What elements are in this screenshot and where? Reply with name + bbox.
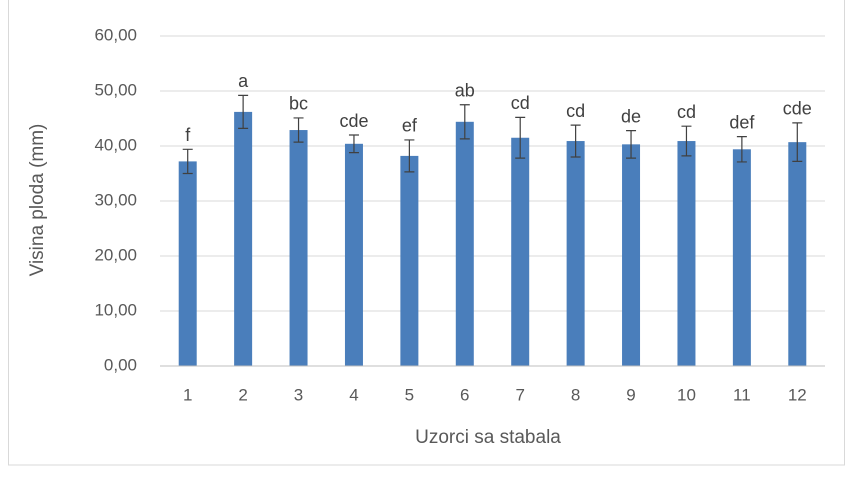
x-tick-label: 7 xyxy=(515,385,524,404)
x-tick-label: 5 xyxy=(405,385,414,404)
error-bar xyxy=(515,116,526,159)
annotation: cd xyxy=(511,93,530,113)
bar xyxy=(234,111,253,367)
error-bar xyxy=(238,94,249,129)
x-tick-label: 11 xyxy=(733,385,751,404)
x-tick-label: 2 xyxy=(238,385,247,404)
error-bar xyxy=(792,122,803,162)
y-tick-label: 10,00 xyxy=(94,300,137,319)
x-tick-label: 1 xyxy=(183,385,192,404)
error-bar xyxy=(736,136,747,163)
x-tick-label: 10 xyxy=(677,385,696,404)
y-tick-label: 0,00 xyxy=(104,355,137,374)
y-tick-label: 30,00 xyxy=(94,190,137,209)
bar xyxy=(566,141,585,366)
annotation: f xyxy=(185,125,191,145)
x-tick-label: 9 xyxy=(626,385,635,404)
error-bar xyxy=(404,139,415,173)
annotation: de xyxy=(621,106,641,126)
bar xyxy=(622,144,641,366)
annotation: cd xyxy=(677,102,696,122)
x-tick-label: 4 xyxy=(349,385,358,404)
annotation: bc xyxy=(289,94,308,114)
y-tick-label: 60,00 xyxy=(94,25,137,44)
bar xyxy=(178,161,197,366)
annotation: ab xyxy=(455,81,475,101)
x-tick-label: 8 xyxy=(571,385,580,404)
error-bar xyxy=(293,117,304,143)
bar xyxy=(511,137,530,366)
bar xyxy=(455,121,474,366)
error-bar xyxy=(182,148,193,175)
error-bar xyxy=(681,125,692,157)
annotation: cde xyxy=(339,111,368,131)
bar xyxy=(788,142,807,366)
error-bar xyxy=(626,130,637,159)
chart-border xyxy=(8,0,845,466)
x-tick-label: 3 xyxy=(294,385,303,404)
bar xyxy=(344,143,363,366)
annotation: ef xyxy=(402,116,418,136)
y-axis-title: Visina ploda (mm) xyxy=(27,124,48,277)
bar xyxy=(400,155,419,366)
bar xyxy=(289,130,308,366)
error-bar xyxy=(459,104,470,140)
error-bar xyxy=(570,124,581,158)
annotation: cd xyxy=(566,101,585,121)
x-axis-title: Uzorci sa stabala xyxy=(415,427,561,448)
y-tick-label: 20,00 xyxy=(94,245,137,264)
annotation: def xyxy=(729,112,755,132)
annotation: a xyxy=(238,71,249,91)
annotation: cde xyxy=(783,99,812,119)
error-bar xyxy=(348,134,359,154)
x-tick-label: 12 xyxy=(788,385,807,404)
bar xyxy=(677,141,696,366)
y-tick-label: 50,00 xyxy=(94,80,137,99)
y-tick-label: 40,00 xyxy=(94,135,137,154)
x-tick-label: 6 xyxy=(460,385,469,404)
bar xyxy=(732,149,751,366)
